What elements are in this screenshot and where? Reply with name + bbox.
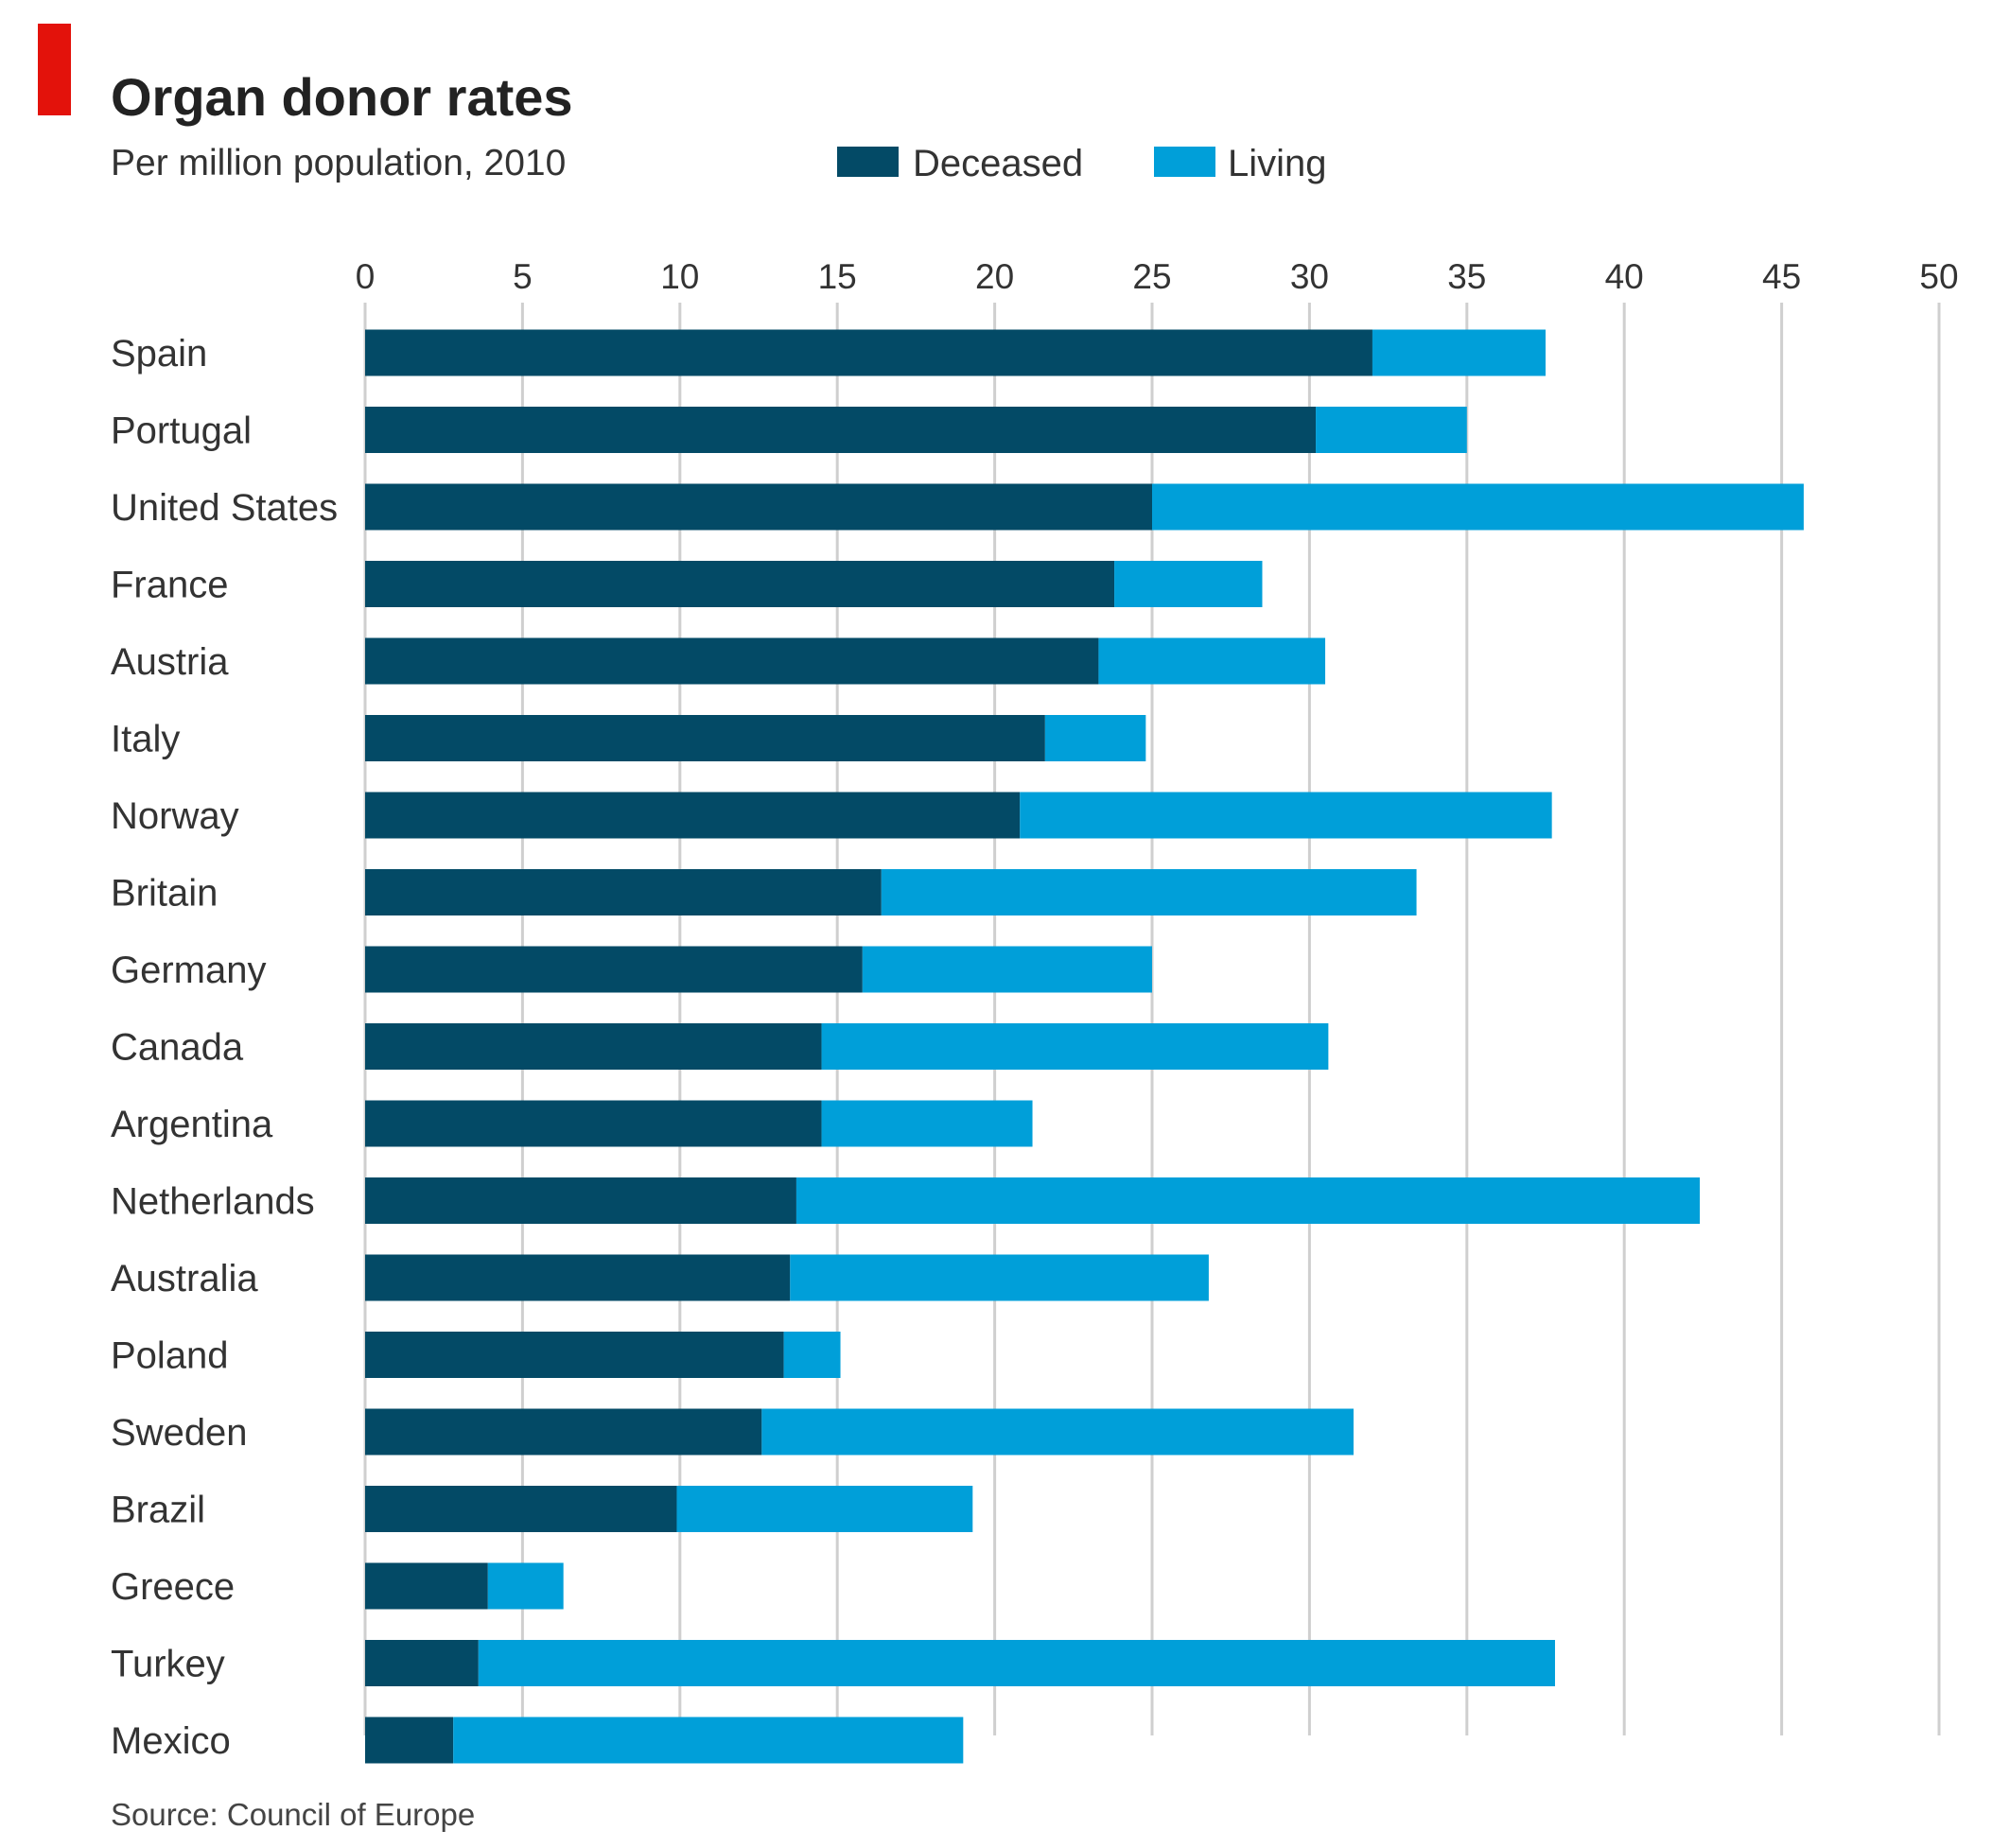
bar-living-norway [1020, 792, 1552, 839]
bar-living-greece [487, 1562, 564, 1610]
category-label: Australia [111, 1258, 258, 1299]
category-label: United States [111, 487, 338, 529]
category-label: Britain [111, 873, 218, 915]
x-tick-label: 20 [975, 257, 1014, 296]
bar-living-austria [1098, 637, 1326, 685]
category-label: Italy [111, 719, 180, 760]
chart-title: Organ donor rates [111, 67, 573, 127]
bar-living-netherlands [795, 1177, 1701, 1224]
bar-deceased-mexico [365, 1717, 454, 1764]
category-label: Norway [111, 795, 239, 837]
bar-living-portugal [1316, 407, 1467, 453]
bar-living-united-states [1152, 483, 1804, 531]
x-tick-label: 25 [1132, 257, 1171, 296]
bar-living-sweden [761, 1408, 1354, 1456]
bar-living-germany [862, 946, 1152, 993]
category-label: Mexico [111, 1720, 231, 1762]
bar-deceased-greece [365, 1562, 488, 1610]
chart-subtitle: Per million population, 2010 [111, 143, 566, 183]
accent-bar [38, 24, 71, 115]
bar-deceased-austria [365, 637, 1099, 685]
x-tick-label: 40 [1605, 257, 1644, 296]
category-label: Germany [111, 950, 267, 991]
category-label: Sweden [111, 1412, 248, 1454]
x-tick-label: 15 [818, 257, 857, 296]
bar-deceased-netherlands [365, 1177, 796, 1224]
x-tick-label: 5 [513, 257, 533, 296]
bar-deceased-poland [365, 1332, 784, 1378]
category-label: Netherlands [111, 1181, 315, 1223]
legend-swatch-living [1154, 147, 1215, 177]
category-label: Canada [111, 1027, 244, 1069]
bar-deceased-argentina [365, 1100, 822, 1147]
bar-living-italy [1044, 715, 1146, 761]
bar-deceased-canada [365, 1023, 822, 1070]
category-label: Brazil [111, 1490, 205, 1531]
category-label: Spain [111, 333, 207, 375]
bar-living-canada [821, 1023, 1329, 1070]
category-label: Austria [111, 641, 229, 683]
bars [365, 329, 1804, 1764]
legend-label-deceased: Deceased [913, 143, 1083, 184]
bar-deceased-turkey [365, 1640, 479, 1686]
bar-deceased-france [365, 561, 1115, 607]
bar-living-poland [783, 1332, 841, 1378]
x-tick-label: 35 [1447, 257, 1486, 296]
bar-deceased-brazil [365, 1486, 677, 1532]
bar-deceased-spain [365, 329, 1372, 376]
bar-living-britain [881, 869, 1417, 915]
x-tick-label: 10 [660, 257, 699, 296]
bar-living-brazil [676, 1486, 973, 1532]
bar-deceased-sweden [365, 1408, 762, 1456]
bar-deceased-britain [365, 869, 882, 915]
category-label: France [111, 565, 229, 606]
category-label: Poland [111, 1335, 229, 1377]
gridlines [363, 303, 1941, 1735]
x-tick-label: 0 [356, 257, 376, 296]
category-label: Portugal [111, 410, 252, 452]
bar-deceased-norway [365, 792, 1021, 839]
bar-deceased-germany [365, 946, 863, 993]
category-label: Greece [111, 1566, 235, 1608]
y-axis: Spain Portugal United States France Austria I… [111, 333, 338, 1762]
x-tick-label: 30 [1290, 257, 1329, 296]
bar-deceased-united-states [365, 483, 1152, 531]
legend: Deceased Living [837, 143, 1327, 184]
x-axis: 0 5 10 15 20 25 30 35 40 45 50 [356, 257, 1959, 296]
bar-living-turkey [478, 1640, 1555, 1686]
bar-deceased-australia [365, 1254, 791, 1301]
legend-swatch-deceased [837, 147, 899, 177]
x-tick-label: 50 [1919, 257, 1958, 296]
bar-living-argentina [821, 1100, 1033, 1147]
bar-living-france [1114, 561, 1263, 607]
source-note: Source: Council of Europe [111, 1797, 475, 1832]
category-label: Turkey [111, 1644, 225, 1685]
category-label: Argentina [111, 1104, 273, 1145]
bar-living-spain [1372, 329, 1546, 376]
x-tick-label: 45 [1762, 257, 1801, 296]
legend-label-living: Living [1228, 143, 1327, 184]
bar-living-australia [790, 1254, 1209, 1301]
bar-deceased-portugal [365, 407, 1317, 453]
bar-living-mexico [453, 1717, 964, 1764]
bar-deceased-italy [365, 715, 1045, 761]
